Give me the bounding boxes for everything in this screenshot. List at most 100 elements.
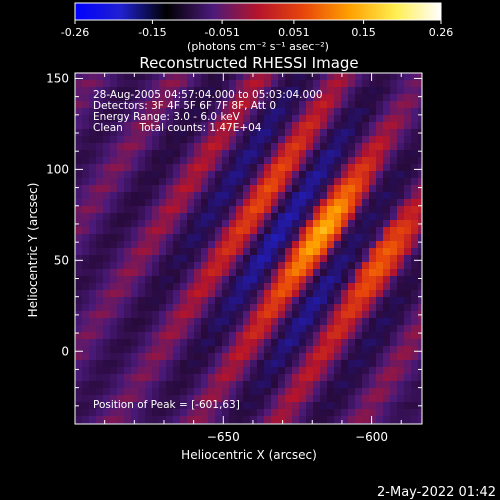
heatmap-cell bbox=[131, 108, 139, 116]
heatmap-cell bbox=[187, 213, 195, 221]
heatmap-cell bbox=[334, 276, 342, 284]
heatmap-cell bbox=[166, 164, 174, 172]
heatmap-cell bbox=[362, 402, 370, 410]
heatmap-cell bbox=[278, 332, 286, 340]
heatmap-cell bbox=[208, 346, 216, 354]
heatmap-cell bbox=[341, 164, 349, 172]
heatmap-cell bbox=[201, 381, 209, 389]
heatmap-cell bbox=[327, 255, 335, 263]
heatmap-cell bbox=[180, 325, 188, 333]
heatmap-cell bbox=[369, 290, 377, 298]
heatmap-cell bbox=[390, 178, 398, 186]
heatmap-cell bbox=[117, 234, 125, 242]
heatmap-cell bbox=[243, 164, 251, 172]
heatmap-cell bbox=[292, 94, 300, 102]
heatmap-cell bbox=[292, 381, 300, 389]
heatmap-cell bbox=[75, 381, 83, 389]
heatmap-cell bbox=[166, 325, 174, 333]
heatmap-cell bbox=[124, 241, 132, 249]
heatmap-cell bbox=[166, 332, 174, 340]
heatmap-cell bbox=[355, 87, 363, 95]
heatmap-cell bbox=[369, 150, 377, 158]
heatmap-cell bbox=[299, 325, 307, 333]
heatmap-cell bbox=[264, 388, 272, 396]
heatmap-cell bbox=[117, 402, 125, 410]
heatmap-cell bbox=[355, 80, 363, 88]
heatmap-cell bbox=[180, 304, 188, 312]
heatmap-cell bbox=[166, 206, 174, 214]
heatmap-cell bbox=[138, 269, 146, 277]
heatmap-cell bbox=[418, 297, 422, 305]
heatmap-cell bbox=[264, 346, 272, 354]
heatmap-cell bbox=[376, 402, 384, 410]
heatmap-cell bbox=[201, 108, 209, 116]
heatmap-cell bbox=[215, 87, 223, 95]
heatmap-cell bbox=[222, 290, 230, 298]
heatmap-cell bbox=[208, 178, 216, 186]
heatmap-cell bbox=[404, 157, 412, 165]
heatmap-cell bbox=[327, 206, 335, 214]
heatmap-cell bbox=[194, 409, 202, 417]
heatmap-cell bbox=[110, 192, 118, 200]
heatmap-cell bbox=[180, 311, 188, 319]
heatmap-cell bbox=[236, 269, 244, 277]
heatmap-cell bbox=[89, 178, 97, 186]
heatmap-cell bbox=[89, 129, 97, 137]
heatmap-cell bbox=[159, 122, 167, 130]
heatmap-cell bbox=[257, 325, 265, 333]
heatmap-cell bbox=[257, 129, 265, 137]
heatmap-cell bbox=[103, 297, 111, 305]
heatmap-cell bbox=[348, 360, 356, 368]
heatmap-cell bbox=[243, 255, 251, 263]
heatmap-cell bbox=[117, 290, 125, 298]
heatmap-cell bbox=[313, 87, 321, 95]
heatmap-cell bbox=[117, 108, 125, 116]
heatmap-cell bbox=[117, 143, 125, 151]
heatmap-cell bbox=[117, 192, 125, 200]
heatmap-cell bbox=[166, 269, 174, 277]
heatmap-cell bbox=[159, 318, 167, 326]
heatmap-cell bbox=[257, 73, 265, 81]
heatmap-cell bbox=[208, 122, 216, 130]
heatmap-cell bbox=[145, 101, 153, 109]
heatmap-cell bbox=[215, 346, 223, 354]
heatmap-cell bbox=[229, 185, 237, 193]
heatmap-cell bbox=[173, 367, 181, 375]
heatmap-cell bbox=[292, 388, 300, 396]
heatmap-cell bbox=[327, 108, 335, 116]
heatmap-cell bbox=[292, 122, 300, 130]
heatmap-cell bbox=[166, 283, 174, 291]
heatmap-cell bbox=[397, 192, 405, 200]
heatmap-cell bbox=[264, 311, 272, 319]
heatmap-cell bbox=[397, 402, 405, 410]
heatmap-cell bbox=[131, 136, 139, 144]
heatmap-cell bbox=[96, 80, 104, 88]
heatmap-cell bbox=[341, 143, 349, 151]
heatmap-cell bbox=[390, 276, 398, 284]
heatmap-cell bbox=[362, 241, 370, 249]
heatmap-cell bbox=[320, 262, 328, 270]
heatmap-cell bbox=[320, 325, 328, 333]
heatmap-cell bbox=[369, 346, 377, 354]
heatmap-cell bbox=[264, 402, 272, 410]
heatmap-cell bbox=[348, 150, 356, 158]
heatmap-cell bbox=[355, 199, 363, 207]
heatmap-cell bbox=[229, 220, 237, 228]
heatmap-cell bbox=[390, 164, 398, 172]
heatmap-cell bbox=[159, 262, 167, 270]
heatmap-cell bbox=[355, 73, 363, 81]
heatmap-cell bbox=[222, 80, 230, 88]
heatmap-cell bbox=[313, 374, 321, 382]
heatmap-cell bbox=[229, 325, 237, 333]
heatmap-cell bbox=[355, 311, 363, 319]
heatmap-cell bbox=[75, 388, 83, 396]
heatmap-cell bbox=[222, 136, 230, 144]
heatmap-cell bbox=[187, 416, 195, 424]
heatmap-cell bbox=[257, 94, 265, 102]
heatmap-cell bbox=[222, 115, 230, 123]
heatmap-cell bbox=[222, 276, 230, 284]
heatmap-cell bbox=[201, 276, 209, 284]
heatmap-cell bbox=[334, 416, 342, 424]
heatmap-cell bbox=[75, 164, 83, 172]
heatmap-cell bbox=[208, 339, 216, 347]
